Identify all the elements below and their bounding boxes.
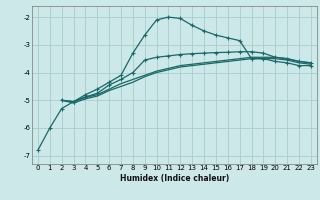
- X-axis label: Humidex (Indice chaleur): Humidex (Indice chaleur): [120, 174, 229, 183]
